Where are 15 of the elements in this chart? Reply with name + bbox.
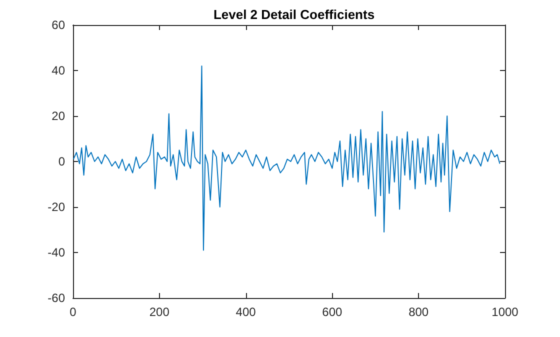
x-tick-label: 1000 [492,305,519,319]
y-tick-label: 0 [58,154,66,168]
x-tick-label: 600 [322,305,343,319]
y-tick-label: -20 [48,200,66,214]
y-tick-label: -40 [48,246,66,260]
y-tick-label: 60 [52,18,66,32]
y-tick-label: -60 [48,291,66,305]
x-tick-label: 0 [70,305,77,319]
x-tick-label: 200 [149,305,170,319]
y-tick-label: 40 [52,64,66,78]
x-tick-label: 400 [236,305,256,319]
line-series [72,65,500,251]
chart-title: Level 2 Detail Coefficients [213,7,375,22]
y-tick-label: 20 [52,109,66,123]
x-tick-label: 800 [408,305,429,319]
